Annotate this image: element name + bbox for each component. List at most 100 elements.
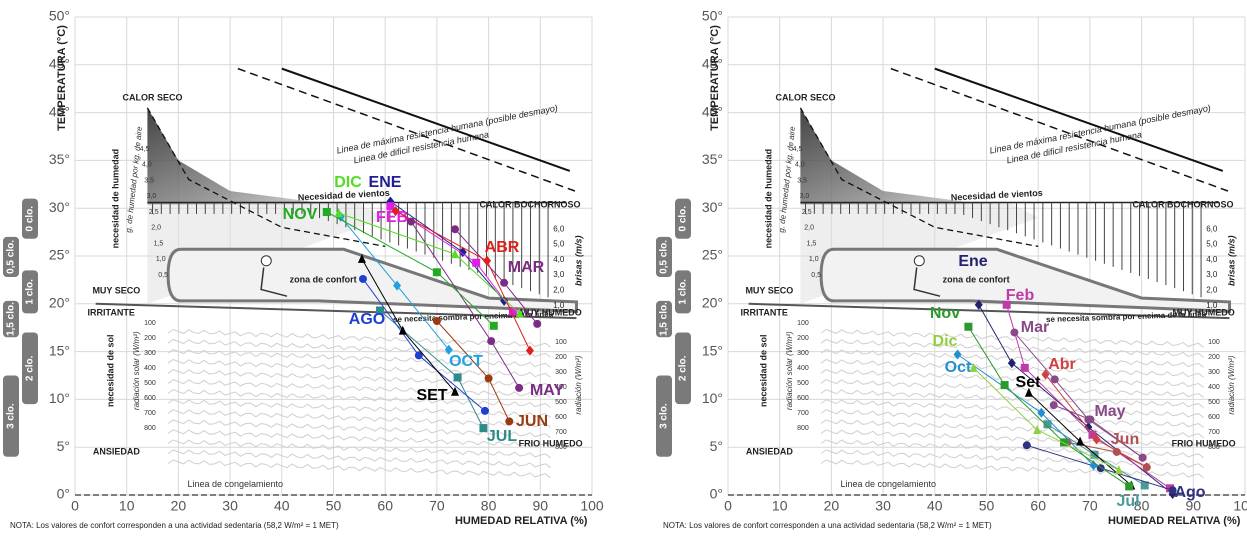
x-tick-label: 60 <box>1030 498 1046 514</box>
month-point <box>969 362 978 372</box>
month-point <box>1020 363 1029 372</box>
month-point <box>1000 381 1009 390</box>
x-tick-label: 70 <box>1082 498 1098 514</box>
x-tick-label: 50 <box>326 498 342 514</box>
annotation: FRIO HUMEDO <box>1172 439 1236 449</box>
month-point <box>1086 415 1095 424</box>
month-point <box>1010 328 1019 337</box>
radiation-curve <box>820 409 1204 428</box>
clothing-tab <box>656 300 672 338</box>
radiation-scale-label: 100 <box>555 339 567 346</box>
chart: 0 10 20 30 40 50 60 70 80 90 100 0° 5° 10° 15° 20° 25° 30… <box>3 8 604 530</box>
month-point <box>376 306 385 315</box>
annotation: Linea de congelamiento <box>840 479 936 489</box>
month-point <box>964 322 973 331</box>
month-point <box>515 383 524 392</box>
reader-icon <box>913 255 925 267</box>
month-point <box>508 307 517 316</box>
wind-scale-label: 4,0 <box>1206 255 1218 264</box>
reader-body <box>260 267 288 297</box>
annotation: MUY HUMEDO <box>519 308 581 318</box>
humidity-scale-label: 2,0 <box>151 225 161 232</box>
annotation: ANSIEDAD <box>746 446 794 456</box>
annotation: se necesita sombra por encima de la line… <box>393 309 554 324</box>
annotation: necesidad de humedad <box>764 149 774 249</box>
annotation: IRRITANTE <box>88 308 135 318</box>
solar-scale-label: 500 <box>797 380 809 387</box>
month-point <box>357 253 366 263</box>
solar-scale-label: 600 <box>797 395 809 402</box>
note: NOTA: Los valores de confort corresponde… <box>10 521 339 530</box>
solar-scale-label: 200 <box>797 335 809 342</box>
wind-scale-label: 2,0 <box>553 286 565 295</box>
humidity-scale-label: 3,5 <box>144 177 154 184</box>
shade-line <box>95 302 577 320</box>
solar-scale-label: 300 <box>144 350 156 357</box>
y-tick-label: 10° <box>49 390 70 406</box>
month-label: May <box>1094 403 1125 420</box>
humidity-scale-label: 1,0 <box>809 256 819 263</box>
month-label: ENE <box>369 174 402 191</box>
month-label: Abr <box>1048 356 1076 373</box>
annotation: MUY HUMEDO <box>1172 308 1234 318</box>
radiation-scale-label: 300 <box>1208 369 1220 376</box>
month-point <box>515 308 524 318</box>
annotation: Linea de máxima resistencia humana (posi… <box>989 103 1212 156</box>
y-tick-label: 5° <box>710 438 723 454</box>
annotation: FRIO HUMEDO <box>519 439 583 449</box>
radiation-curve <box>820 459 1204 479</box>
y-tick-label: 50° <box>702 8 723 24</box>
clothing-label: 3 clo. <box>6 403 17 429</box>
clothing-tab <box>3 236 19 278</box>
annotation: radiación (W/m²) <box>1227 355 1236 414</box>
radiation-curve <box>820 419 1204 439</box>
radiation-curve <box>167 429 551 449</box>
y-tick-label: 0° <box>57 486 70 502</box>
clothing-label: 1 clo. <box>678 279 689 305</box>
month-label: Mar <box>1021 319 1049 336</box>
month-point <box>1007 358 1016 369</box>
humidity-scale-label: 4,5 <box>793 146 803 153</box>
month-label: OCT <box>449 353 483 370</box>
month-point <box>407 217 416 226</box>
radiation-scale-label: 200 <box>1208 354 1220 361</box>
month-label: Oct <box>945 359 972 376</box>
month-line <box>1014 332 1143 459</box>
clothing-tab <box>675 198 691 239</box>
annotation: CALOR SECO <box>776 93 836 103</box>
month-point <box>480 406 489 415</box>
annotation: Linea de máxima resistencia humana (posi… <box>336 103 559 156</box>
y-tick-label: 15° <box>49 342 70 358</box>
y-tick-label: 5° <box>57 438 70 454</box>
month-line <box>1006 304 1171 489</box>
annotation: MUY SECO <box>745 286 793 296</box>
radiation-curve <box>820 338 1204 358</box>
wind-scale-label: 1,0 <box>553 301 565 310</box>
month-point <box>1142 463 1151 472</box>
clothing-label: 2 clo. <box>678 355 689 381</box>
radiation-curve <box>167 459 551 479</box>
radiation-curve <box>167 348 551 368</box>
annotation: necesidad de sol <box>759 334 769 407</box>
annotation: zona de confort <box>290 274 357 284</box>
y-tick-label: 35° <box>49 151 70 167</box>
radiation-curve <box>820 399 1204 418</box>
month-label: Feb <box>1006 287 1035 304</box>
month-point <box>1089 460 1098 471</box>
radiation-curve <box>167 389 551 408</box>
y-tick-label: 50° <box>49 8 70 24</box>
wind-scale-label: 5,0 <box>553 240 565 249</box>
wind-scale-label: 3,0 <box>1206 270 1218 279</box>
x-tick-label: 90 <box>1186 498 1202 514</box>
annotation: Linea de congelamiento <box>187 479 283 489</box>
wind-scale-label: 3,0 <box>553 270 565 279</box>
month-label: JUL <box>487 428 517 445</box>
solar-scale-label: 800 <box>144 425 156 432</box>
month-point <box>386 202 395 211</box>
radiation-scale-label: 100 <box>1208 339 1220 346</box>
annotation: CALOR BOCHORNOSO <box>479 200 580 210</box>
wind-scale-label: 4,0 <box>553 255 565 264</box>
month-point <box>1168 486 1177 495</box>
x-tick-label: 60 <box>377 498 393 514</box>
x-tick-label: 100 <box>580 498 604 514</box>
